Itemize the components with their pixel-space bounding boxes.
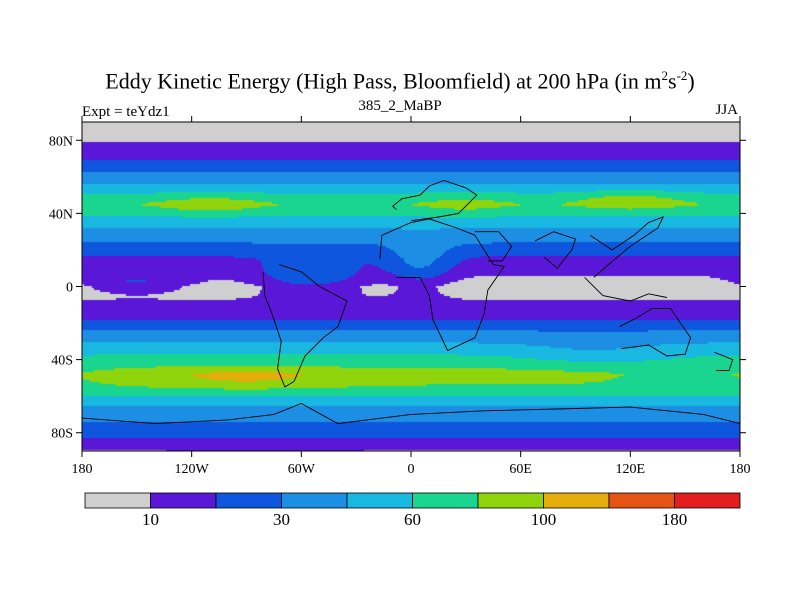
x-tick-label: 120E bbox=[616, 462, 646, 477]
colorbar-label: 180 bbox=[662, 510, 688, 529]
y-tick-label: 40N bbox=[49, 207, 73, 222]
chart-title: Eddy Kinetic Energy (High Pass, Bloomfie… bbox=[105, 68, 695, 94]
coastline-2 bbox=[475, 231, 513, 262]
colorbar-box bbox=[215, 492, 282, 509]
coastline-8 bbox=[262, 264, 348, 388]
x-tick-label: 120W bbox=[175, 462, 210, 477]
x-tick-label: 0 bbox=[408, 462, 415, 477]
colorbar-box bbox=[412, 492, 479, 509]
y-tick-label: 80N bbox=[49, 134, 73, 149]
coastlines bbox=[81, 180, 741, 425]
coastline-5 bbox=[584, 277, 667, 302]
coastline-4 bbox=[589, 216, 665, 278]
colorbar-label: 60 bbox=[404, 510, 421, 529]
experiment-label: Expt = teYdz1 bbox=[82, 104, 170, 120]
y-tick-label: 40S bbox=[51, 354, 73, 369]
colorbar-box bbox=[543, 492, 610, 509]
run-label: 385_2_MaBP bbox=[358, 98, 442, 114]
x-tick-label: 180 bbox=[72, 462, 93, 477]
colorbar-box bbox=[150, 492, 217, 509]
x-tick-label: 180 bbox=[730, 462, 751, 477]
plot-frame bbox=[81, 121, 741, 452]
colorbar-box bbox=[346, 492, 413, 509]
coastline-9 bbox=[81, 403, 741, 425]
colorbar-box bbox=[674, 492, 741, 509]
x-tick-label: 60W bbox=[288, 462, 316, 477]
colorbar-label: 10 bbox=[142, 510, 159, 529]
coastline-6 bbox=[619, 307, 692, 357]
eke-contour-map bbox=[82, 122, 740, 451]
colorbar-label: 100 bbox=[531, 510, 557, 529]
x-tick-label: 60E bbox=[509, 462, 532, 477]
colorbar-box bbox=[281, 492, 348, 509]
colorbar: 10 30 60 100 180 bbox=[84, 492, 741, 529]
y-axis: 80N 40N 0 40S 80S bbox=[49, 134, 746, 442]
y-tick-label: 0 bbox=[66, 281, 73, 296]
colorbar-label: 30 bbox=[273, 510, 290, 529]
colorbar-box bbox=[84, 492, 151, 509]
coastline-3 bbox=[535, 231, 577, 269]
colorbar-box bbox=[608, 492, 675, 509]
coastline-1 bbox=[379, 218, 505, 352]
coastline-0 bbox=[392, 180, 478, 222]
coastline-7 bbox=[714, 351, 734, 372]
colorbar-box bbox=[477, 492, 544, 509]
x-axis: 180 120W 60W 0 60E 120E 180 bbox=[72, 116, 751, 477]
season-label: JJA bbox=[715, 102, 738, 118]
y-tick-label: 80S bbox=[51, 427, 73, 442]
